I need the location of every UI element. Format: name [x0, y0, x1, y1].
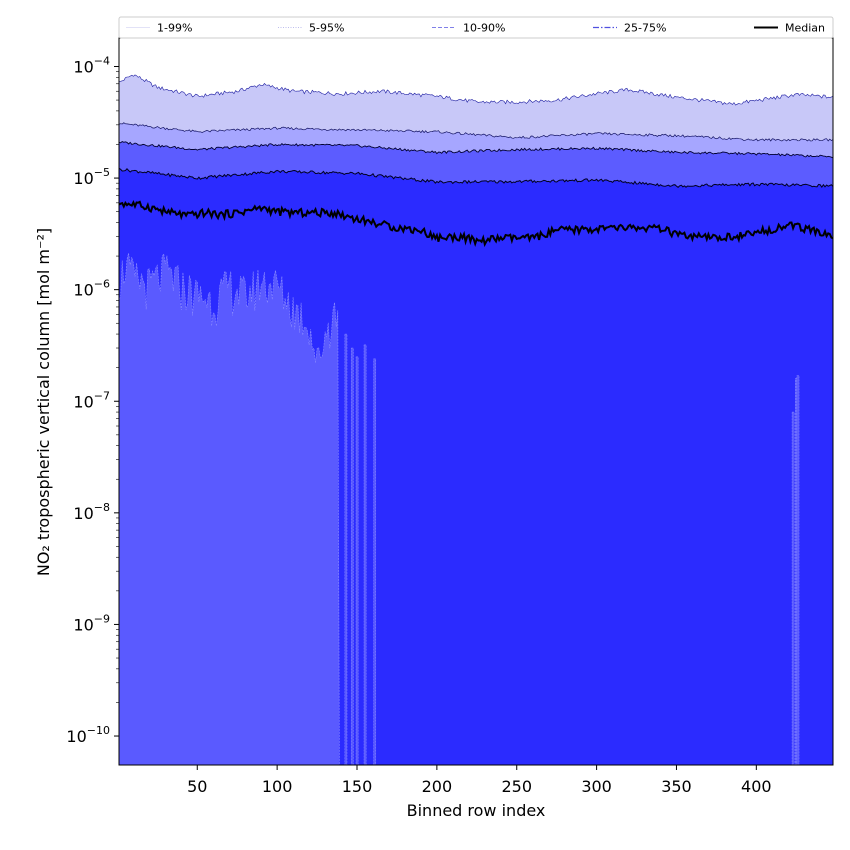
band-10-90-upper	[119, 141, 833, 188]
y-tick-label: 10−8	[73, 501, 110, 523]
y-tick-label: 10−10	[66, 724, 110, 746]
spike-7	[796, 375, 800, 765]
x-tick-label: 200	[422, 777, 453, 796]
x-tick-label: 100	[262, 777, 293, 796]
legend-box	[118, 16, 834, 39]
legend-label-1: 5-95%	[309, 22, 344, 35]
x-tick-label: 50	[187, 777, 207, 796]
y-tick-label: 10−7	[73, 389, 110, 411]
legend-label-3: 25-75%	[624, 22, 666, 35]
x-axis-label: Binned row index	[407, 801, 546, 820]
legend-label-2: 10-90%	[463, 22, 505, 35]
spike-5	[791, 411, 795, 765]
spike-0	[344, 333, 348, 765]
line-5-95-upper	[119, 122, 833, 142]
band-5-95-upper	[119, 122, 833, 158]
y-axis-label: NO₂ tropospheric vertical column [mol m⁻…	[34, 228, 53, 576]
y-tick-label: 10−5	[73, 166, 110, 188]
median-line	[119, 199, 833, 248]
y-tick-label: 10−6	[73, 278, 110, 300]
spike-3	[363, 344, 367, 765]
spike-4	[373, 358, 376, 765]
x-tick-label: 300	[581, 777, 612, 796]
spike-2	[355, 356, 359, 765]
y-tick-label: 10−4	[73, 54, 110, 76]
band-5-95-lower	[119, 252, 340, 765]
line-10-90-upper	[119, 140, 833, 159]
legend-label-0: 1-99%	[157, 22, 192, 35]
x-tick-label: 150	[342, 777, 373, 796]
spike-1	[351, 347, 354, 765]
line-1-99-upper	[119, 74, 833, 106]
band-1-99-upper	[119, 74, 833, 141]
legend-label-4: Median	[785, 22, 825, 35]
x-tick-label: 250	[501, 777, 532, 796]
line-25-75-upper	[119, 167, 833, 189]
legend: 1-99% 5-95% 10-90% 25-75% Median	[118, 16, 834, 39]
x-tick-label: 350	[661, 777, 692, 796]
x-tick-label: 400	[741, 777, 772, 796]
y-tick-label: 10−9	[73, 612, 110, 634]
